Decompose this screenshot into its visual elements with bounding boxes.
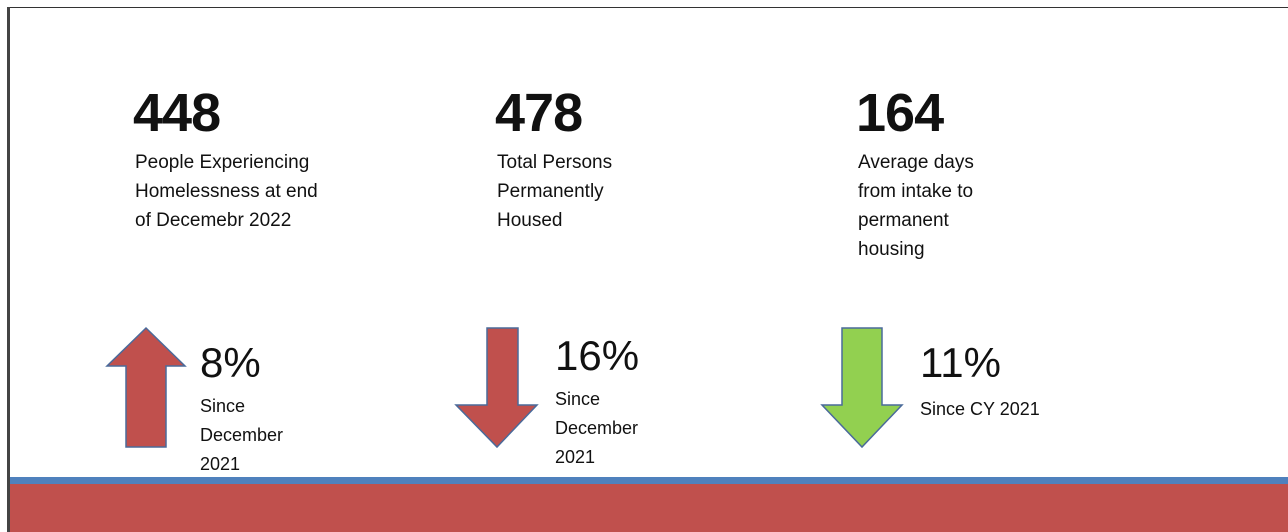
- change-percent: 11%: [920, 339, 1001, 386]
- stat-number: 164: [856, 83, 944, 143]
- text-line: 2021: [555, 447, 596, 467]
- red-band: [10, 484, 1288, 532]
- text-line: December: [200, 425, 284, 445]
- down-arrow: [820, 327, 904, 449]
- text-line: People Experiencing: [135, 152, 310, 173]
- change-percent: 8%: [200, 339, 261, 386]
- change-period: Since December 2021: [200, 392, 283, 479]
- frame-line: [7, 7, 10, 532]
- frame-line: [8, 7, 1288, 8]
- stat-number: 478: [495, 83, 583, 143]
- change-period: Since CY 2021: [920, 395, 1040, 424]
- change-percent: 16%: [555, 332, 640, 379]
- down-arrow: [454, 327, 539, 449]
- stat-description: Total Persons Permanently Housed: [497, 148, 612, 235]
- text-line: Permanently: [497, 181, 604, 202]
- text-line: from intake to: [858, 181, 974, 202]
- text-line: Homelessness at end: [135, 181, 318, 202]
- text-line: Since: [200, 396, 246, 416]
- text-line: of Decemebr 2022: [135, 210, 292, 231]
- stat-number: 448: [133, 83, 221, 143]
- stat-description: Average days from intake to permanent housi…: [858, 148, 974, 264]
- blue-stripe: [10, 477, 1288, 484]
- text-line: Total Persons: [497, 152, 613, 173]
- text-line: Housed: [497, 210, 563, 231]
- text-line: December: [555, 418, 639, 438]
- text-line: 2021: [200, 454, 241, 474]
- text-line: housing: [858, 239, 925, 260]
- text-line: Since: [555, 389, 601, 409]
- text-line: permanent: [858, 210, 949, 231]
- stat-description: People Experiencing Homelessness at end of…: [135, 148, 318, 235]
- up-arrow: [105, 326, 187, 448]
- text-line: Average days: [858, 152, 974, 173]
- text-line: Since CY 2021: [920, 399, 1040, 419]
- change-period: Since December 2021: [555, 385, 638, 472]
